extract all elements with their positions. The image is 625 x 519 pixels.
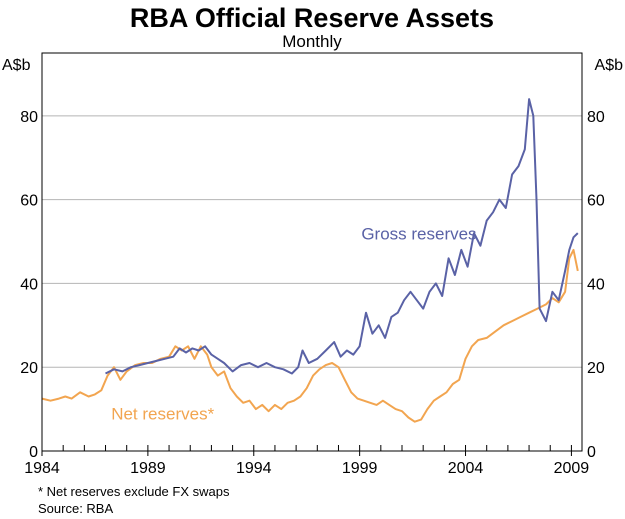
y-axis-unit-left: A$b [2, 57, 31, 74]
net-reserves-line [41, 248, 579, 423]
y-tick-right-20: 20 [587, 360, 605, 377]
chart-subtitle: Monthly [282, 32, 342, 51]
y-tick-left-80: 80 [20, 109, 38, 126]
series-labels: Gross reserves Net reserves* [111, 224, 476, 423]
y-tick-left-20: 20 [20, 360, 38, 377]
x-tick-label-1984: 1984 [24, 460, 60, 477]
x-tick-label-2004: 2004 [448, 460, 484, 477]
x-tick-label-1994: 1994 [236, 460, 272, 477]
gross-reserves-line [105, 98, 579, 375]
y-tick-left-40: 40 [20, 276, 38, 293]
y-axis-unit-right: A$b [595, 57, 624, 74]
plot-frame [41, 52, 583, 452]
y-tick-left-60: 60 [20, 193, 38, 210]
y-tick-right-0: 0 [587, 444, 596, 461]
y-tick-right-40: 40 [587, 276, 605, 293]
x-tick-label-2009: 2009 [554, 460, 590, 477]
y-tick-right-60: 60 [587, 193, 605, 210]
y-tick-right-80: 80 [587, 109, 605, 126]
x-tick-label-1989: 1989 [130, 460, 166, 477]
x-tick-label-1999: 1999 [342, 460, 378, 477]
axis-ticks: 0 0 20 20 40 40 60 60 80 80 1984 1989 1994 1999 2004 20… [20, 109, 605, 477]
net-reserves-label: Net reserves* [111, 405, 214, 424]
gross-reserves-label: Gross reserves [361, 224, 476, 243]
chart-title: RBA Official Reserve Assets [130, 3, 494, 33]
source-note: Source: RBA [38, 501, 113, 516]
series-lines [41, 98, 579, 423]
footnote: * Net reserves exclude FX swaps [38, 484, 230, 499]
gridlines [42, 115, 582, 368]
y-tick-left-0: 0 [29, 444, 38, 461]
